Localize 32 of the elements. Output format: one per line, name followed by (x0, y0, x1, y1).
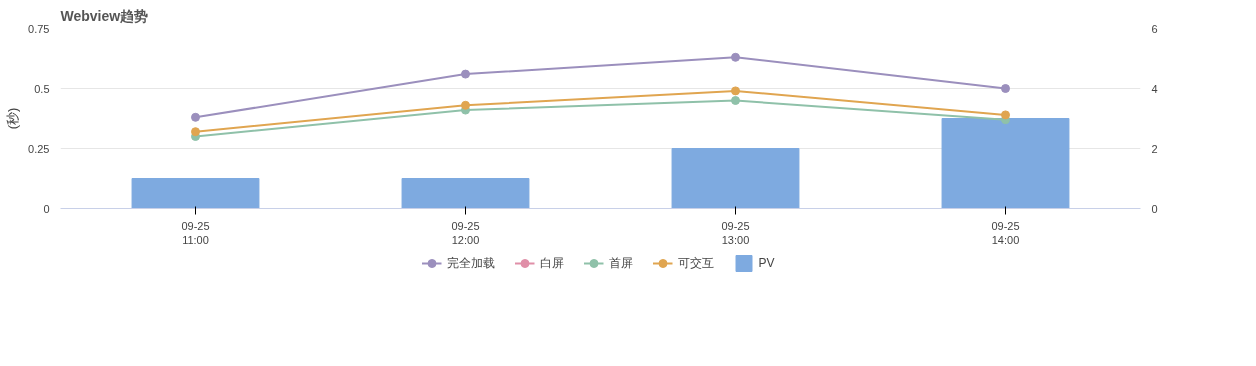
y-tick-label: 0.25 (28, 142, 50, 155)
legend-label: 可交互 (677, 254, 714, 272)
bar (941, 118, 1070, 209)
point (461, 69, 470, 79)
x-tick-label: 09-25 14:00 (991, 219, 1020, 246)
chart-title: Webview趋势 (60, 7, 149, 24)
legend-label: 首屏 (608, 254, 633, 272)
y-tick-label: 0.75 (28, 22, 50, 35)
legend-label: 完全加载 (446, 254, 495, 272)
legend-label: 白屏 (539, 254, 564, 272)
y-axis-title: (秒) (5, 107, 21, 130)
y-tick-label: 0.5 (34, 82, 50, 95)
y2-tick-label: 4 (1151, 82, 1158, 95)
point (191, 127, 200, 137)
bar (401, 178, 530, 209)
point (731, 96, 740, 105)
x-tick-label: 09-25 13:00 (721, 219, 750, 246)
bar (131, 178, 260, 209)
point (731, 52, 740, 62)
legend-label: PV (758, 256, 776, 270)
bar (671, 148, 800, 209)
point (461, 100, 470, 110)
point (1001, 84, 1010, 93)
y2-tick-label: 0 (1151, 202, 1158, 215)
y2-tick-label: 6 (1151, 22, 1158, 35)
point (191, 112, 200, 122)
y-tick-label: 0 (43, 202, 50, 215)
point (1001, 110, 1010, 120)
y2-tick-label: 2 (1151, 142, 1158, 155)
x-tick-label: 09-25 11:00 (181, 219, 210, 246)
x-tick-label: 09-25 12:00 (451, 219, 480, 246)
point (731, 86, 740, 96)
